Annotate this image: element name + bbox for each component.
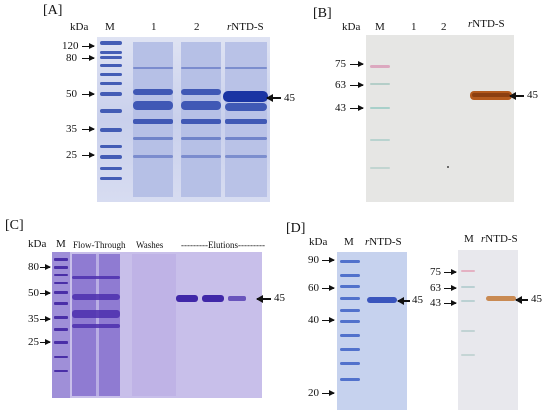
panel-d-left-marker-40-arrow [322,317,335,323]
panel-d-left-lane-rntds: rNTD-S [365,236,402,248]
panel-a-marker-80: 80 [66,52,77,64]
panel-c-label: [C] [5,218,24,233]
panel-c-band-arrow [256,295,271,302]
panel-a-marker-25-arrow [82,152,95,158]
panel-b-marker-63-arrow [350,82,364,88]
panel-d-label: [D] [286,221,306,236]
panel-d-right-lane-m: M [464,233,474,245]
panel-d-left-lane-m: M [344,236,354,248]
panel-b-band-arrow [509,92,524,99]
panel-d-right-marker-43-arrow [444,300,457,306]
panel-d-left-marker-20: 20 [308,387,319,399]
panel-c-group-elutions: ---------Elutions--------- [181,240,265,250]
panel-b-lane-rntds: rNTD-S [468,18,505,30]
panel-d-right-band-arrow [515,296,528,303]
panel-d-left-marker-40: 40 [308,314,319,326]
panel-a-marker-35-arrow [82,126,95,132]
panel-c-marker-50-arrow [40,290,51,296]
panel-d-kda-label: kDa [309,236,328,248]
panel-c-marker-80-arrow [40,264,51,270]
panel-a-lane-1: 1 [151,21,157,33]
panel-a-band-label: 45 [284,92,295,104]
panel-d-left-marker-90-arrow [322,257,335,263]
panel-d-left-marker-60-arrow [322,285,335,291]
panel-a-label: [A] [43,3,63,18]
panel-b-marker-43-arrow [350,105,364,111]
panel-c-group-washes: Washes [136,240,164,250]
panel-d-left-band-arrow [397,297,410,304]
panel-c-lane-m: M [56,238,66,250]
panel-b-marker-75-arrow [350,61,364,67]
panel-c-marker-25: 25 [28,336,39,348]
panel-a-marker-50: 50 [66,88,77,100]
panel-d-right-marker-63-arrow [444,285,457,291]
panel-c-gel [52,252,262,398]
panel-c-marker-50: 50 [28,287,39,299]
panel-b-lane-m: M [375,21,385,33]
panel-d-right-band-label: 45 [531,293,542,305]
panel-d-right-marker-63: 63 [430,282,441,294]
panel-c-band-label: 45 [274,292,285,304]
panel-b-membrane [366,35,514,202]
panel-a-lane-m: M [105,21,115,33]
panel-a-marker-120-arrow [82,43,95,49]
panel-b-kda-label: kDa [342,21,361,33]
panel-b-lane-2: 2 [441,21,447,33]
panel-b-band-label: 45 [527,89,538,101]
panel-a-marker-25: 25 [66,149,77,161]
panel-a-kda-label: kDa [70,21,89,33]
panel-d-right-marker-75: 75 [430,266,441,278]
panel-b-marker-43: 43 [335,102,346,114]
panel-a-lane-rntds: rNTD-S [227,21,264,33]
panel-a-lane-2: 2 [194,21,200,33]
panel-c-group-flowthrough: Flow-Through [73,240,126,250]
panel-c-marker-35-arrow [40,316,51,322]
panel-d-right-marker-75-arrow [444,269,457,275]
panel-d-right-lane-rntds: rNTD-S [481,233,518,245]
panel-a-marker-120: 120 [62,40,79,52]
panel-d-left-marker-20-arrow [322,390,335,396]
panel-a-marker-35: 35 [66,123,77,135]
panel-a-marker-50-arrow [82,91,95,97]
panel-b-lane-1: 1 [411,21,417,33]
panel-d-left-marker-90: 90 [308,254,319,266]
panel-d-left-marker-60: 60 [308,282,319,294]
panel-b-marker-75: 75 [335,58,346,70]
panel-d-left-gel [337,252,407,410]
panel-a-band-arrow [266,94,281,101]
panel-c-kda-label: kDa [28,238,47,250]
panel-d-right-marker-43: 43 [430,297,441,309]
panel-b-label: [B] [313,6,332,21]
panel-a-marker-80-arrow [82,55,95,61]
panel-d-left-band-label: 45 [412,294,423,306]
panel-d-right-membrane [458,250,518,410]
panel-c-marker-80: 80 [28,261,39,273]
panel-b-marker-63: 63 [335,79,346,91]
panel-c-marker-25-arrow [40,339,51,345]
panel-a-gel [97,37,270,202]
panel-c-marker-35: 35 [28,313,39,325]
